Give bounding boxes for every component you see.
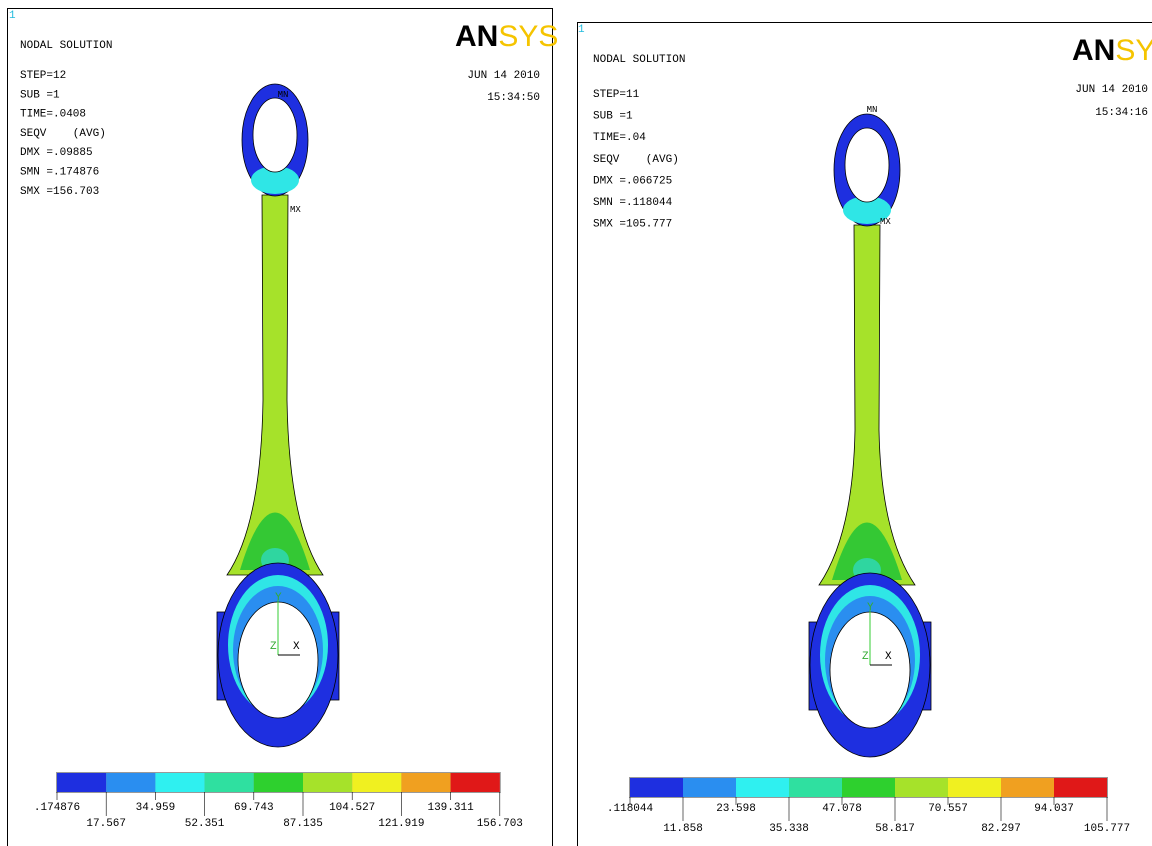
max-label: MX (880, 217, 891, 227)
legend-label: 17.567 (86, 818, 126, 830)
legend-label: 104.527 (329, 802, 375, 814)
legend-swatch (155, 773, 204, 792)
max-label: MX (290, 205, 301, 215)
logo-part: SYS (498, 20, 558, 53)
info-line: SEQV (AVG) (593, 154, 679, 166)
legend-swatch (683, 778, 736, 797)
triad-label: Z (270, 641, 277, 653)
legend-label: 34.959 (136, 802, 176, 814)
info-line: SUB =1 (593, 111, 633, 123)
clock: 15:34:16 (1095, 107, 1148, 119)
legend-swatch (736, 778, 789, 797)
window-number: 1 (9, 10, 16, 22)
legend-swatch (205, 773, 254, 792)
legend-label: .118044 (607, 803, 654, 815)
logo-part: AN (1072, 34, 1115, 67)
legend-label: 87.135 (283, 818, 323, 830)
legend-label: 139.311 (427, 802, 474, 814)
legend-label: 58.817 (875, 823, 915, 835)
legend-swatch (401, 773, 450, 792)
info-line: SEQV (AVG) (20, 128, 106, 140)
info-line: STEP=11 (593, 89, 640, 101)
info-line: DMX =.09885 (20, 147, 93, 159)
legend-swatch (254, 773, 303, 792)
screenshot: 1 NODAL SOLUTION STEP=12 SUB =1 TIME=.0408 SE… (0, 0, 1152, 846)
legend-label: 70.557 (928, 803, 968, 815)
plot-title: NODAL SOLUTION (20, 40, 112, 52)
small-end-hole (253, 98, 297, 172)
triad-label: Z (862, 651, 869, 663)
legend-label: 105.777 (1084, 823, 1130, 835)
legend-label: 121.919 (378, 818, 424, 830)
legend-swatch (842, 778, 895, 797)
info-line: SMN =.174876 (20, 167, 99, 179)
legend-label: 94.037 (1034, 803, 1074, 815)
ansys-logo: ANSYS (1072, 34, 1152, 67)
legend-swatch (303, 773, 352, 792)
legend-label: 35.338 (769, 823, 809, 835)
legend-label: 52.351 (185, 818, 225, 830)
legend-swatch (895, 778, 948, 797)
legend-swatch (948, 778, 1001, 797)
legend-swatch (57, 773, 106, 792)
triad-label: X (885, 651, 892, 663)
logo-part: AN (455, 20, 498, 53)
triad-label: X (293, 641, 300, 653)
clock: 15:34:50 (487, 92, 540, 104)
legend-swatch (630, 778, 683, 797)
info-line: STEP=12 (20, 70, 66, 82)
date: JUN 14 2010 (1075, 84, 1148, 96)
plot-title: NODAL SOLUTION (593, 54, 685, 66)
legend-swatch (1054, 778, 1107, 797)
legend-swatch (1001, 778, 1054, 797)
window-number: 1 (578, 24, 585, 36)
legend-label: 82.297 (981, 823, 1021, 835)
result-panel: 1 NODAL SOLUTION STEP=11 SUB =1 TIME=.04 SEQV… (578, 23, 1152, 846)
info-line: TIME=.0408 (20, 109, 86, 121)
legend-label: 23.598 (716, 803, 756, 815)
ansys-logo: ANSYS (455, 20, 558, 53)
legend-label: 69.743 (234, 802, 274, 814)
result-panel: 1 NODAL SOLUTION STEP=12 SUB =1 TIME=.0408 SE… (8, 9, 559, 846)
info-line: TIME=.04 (593, 132, 646, 144)
legend-swatch (106, 773, 155, 792)
info-line: DMX =.066725 (593, 175, 672, 187)
info-line: SMN =.118044 (593, 197, 673, 209)
min-label: MN (278, 90, 289, 100)
info-line: SMX =156.703 (20, 186, 99, 198)
legend-swatch (352, 773, 401, 792)
legend-label: .174876 (34, 802, 80, 814)
info-line: SMX =105.777 (593, 219, 672, 231)
date: JUN 14 2010 (467, 70, 540, 82)
legend-swatch (451, 773, 500, 792)
min-label: MN (867, 105, 878, 115)
triad-label: Y (867, 602, 874, 614)
legend-label: 156.703 (477, 818, 523, 830)
page: 1 NODAL SOLUTION STEP=12 SUB =1 TIME=.0408 SE… (0, 0, 1152, 846)
info-line: SUB =1 (20, 89, 60, 101)
legend-swatch (789, 778, 842, 797)
logo-part: SYS (1115, 34, 1152, 67)
legend-label: 11.858 (663, 823, 703, 835)
small-end-hole (845, 128, 889, 202)
legend-label: 47.078 (822, 803, 862, 815)
triad-label: Y (275, 592, 282, 604)
